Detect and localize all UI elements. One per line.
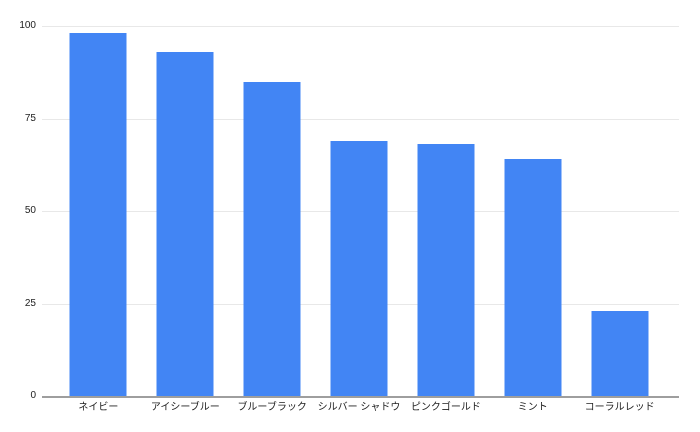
plot-area — [42, 26, 679, 398]
y-tick-label: 50 — [24, 205, 36, 216]
bar — [417, 144, 475, 396]
y-tick-label: 75 — [24, 112, 36, 124]
bar — [504, 159, 562, 396]
x-category-label: アイシーブルー — [150, 402, 220, 413]
gridline — [42, 118, 679, 120]
x-category-label: ネイビー — [78, 402, 119, 413]
x-axis-line — [42, 396, 679, 398]
x-category-label: ミント — [517, 402, 548, 413]
x-category-label: ブルーブラック — [237, 402, 307, 413]
x-category-label: コーラルレッド — [584, 402, 655, 413]
bar-slot — [316, 26, 403, 396]
bar-slot — [489, 26, 576, 396]
x-axis: ネイビー アイシーブルー ブルーブラック シルバー シャドウ ピンクゴールド ミント コーラ… — [55, 402, 663, 414]
bar — [591, 310, 649, 396]
y-axis: 0 25 50 75 100 — [0, 20, 36, 401]
x-category-label: シルバー シャドウ — [317, 402, 401, 413]
bars — [55, 26, 663, 396]
bar-slot — [142, 26, 229, 396]
bar — [156, 51, 214, 396]
bar — [330, 140, 388, 396]
bar-slot — [576, 26, 663, 396]
y-tick-label: 25 — [24, 297, 36, 309]
gridline — [42, 26, 679, 27]
bar-slot — [402, 26, 489, 396]
x-category-label: ピンクゴールド — [410, 402, 481, 413]
bar — [243, 81, 301, 396]
bar — [69, 33, 127, 396]
y-tick-label: 0 — [30, 390, 36, 401]
y-tick-label: 100 — [19, 20, 36, 31]
bar-slot — [55, 26, 142, 396]
bar-slot — [229, 26, 316, 396]
